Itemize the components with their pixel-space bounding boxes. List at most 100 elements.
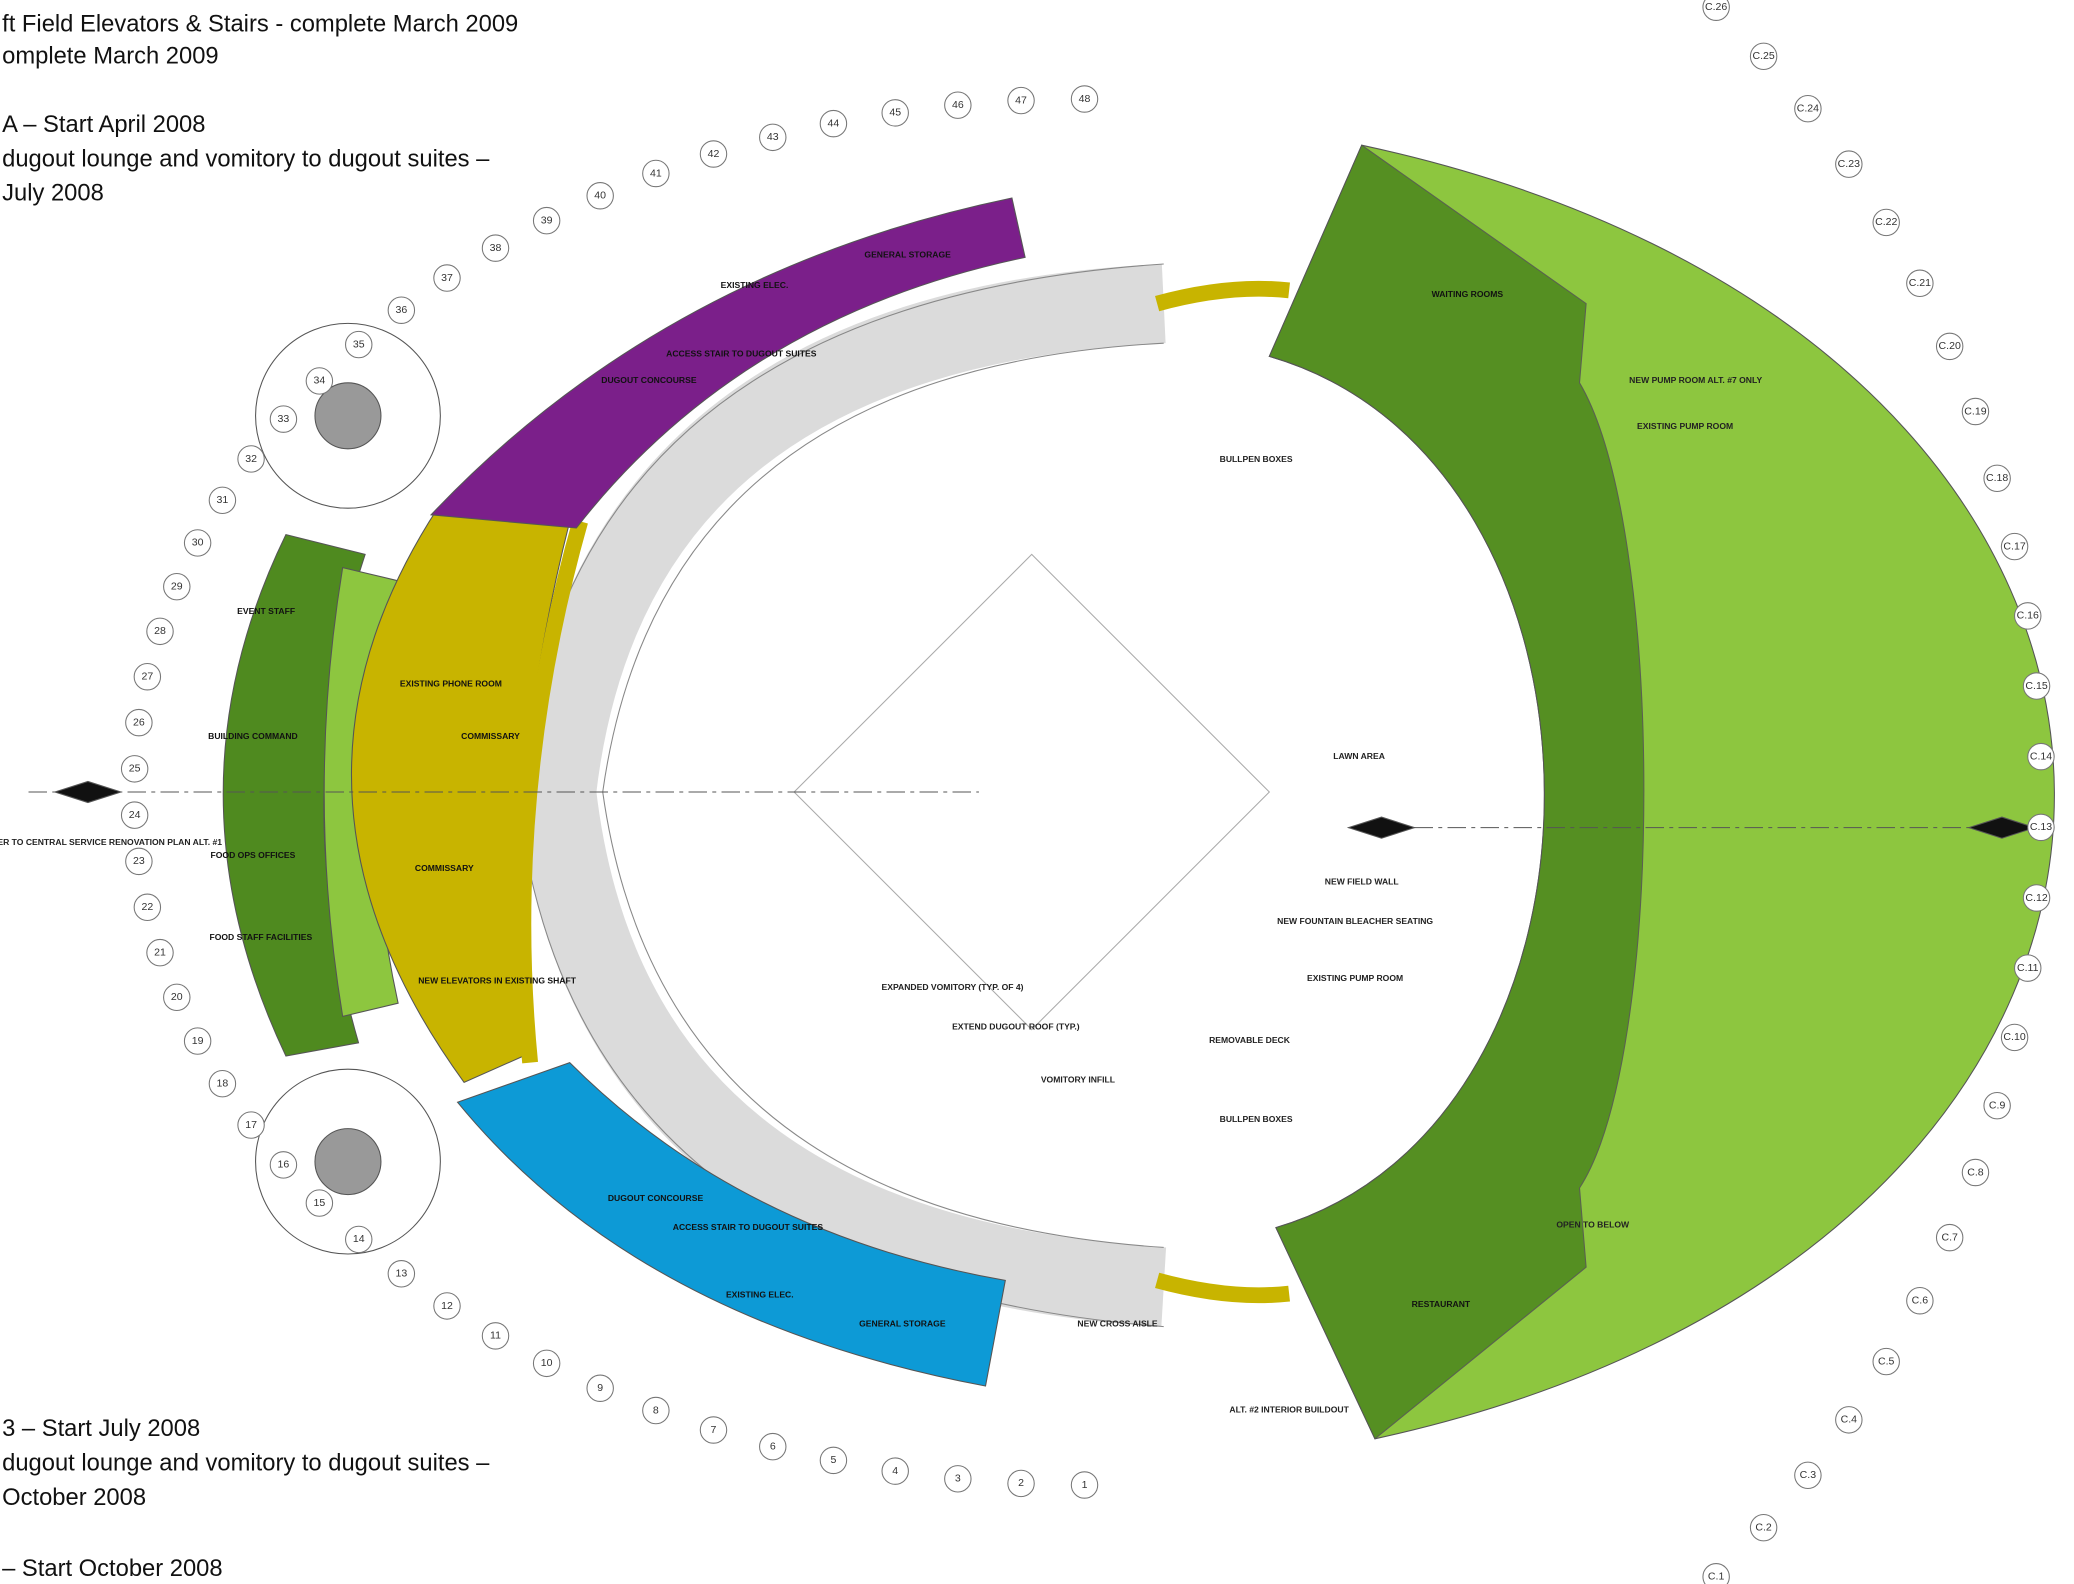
grid-bubble bbox=[2022, 884, 2051, 912]
grid-bubble bbox=[1872, 1347, 1900, 1376]
grid-bubble-label: C.7 bbox=[1941, 1231, 1958, 1243]
grid-bubble-label: 2 bbox=[1018, 1477, 1024, 1489]
room-label: FOOD OPS OFFICES bbox=[210, 850, 295, 860]
grid-bubble-label: 8 bbox=[653, 1404, 659, 1416]
grid-bubble bbox=[532, 1349, 561, 1378]
grid-bubble bbox=[642, 159, 670, 188]
grid-bubble-label: 38 bbox=[490, 242, 502, 254]
grid-bubble-label: C.10 bbox=[2003, 1031, 2025, 1043]
grid-bubble bbox=[1961, 397, 1990, 426]
callout: BULLPEN BOXES bbox=[1220, 1114, 1293, 1124]
grid-bubble bbox=[269, 1151, 298, 1179]
grid-bubble bbox=[759, 123, 787, 152]
notes: ft Field Elevators & Stairs - complete M… bbox=[2, 11, 518, 1582]
callout: OPEN TO BELOW bbox=[1556, 1220, 1630, 1230]
room-label: EVENT STAFF bbox=[237, 606, 295, 616]
grid-bubble-label: 11 bbox=[490, 1330, 501, 1342]
grid-bubble-label: C.9 bbox=[1989, 1099, 2006, 1111]
grid-bubble bbox=[163, 572, 191, 601]
stair-core bbox=[314, 1128, 382, 1196]
grid-bubble-label: 17 bbox=[245, 1119, 257, 1131]
grid-bubble-label: C.1 bbox=[1708, 1571, 1725, 1583]
room-label: ACCESS STAIR TO DUGOUT SUITES bbox=[666, 348, 817, 358]
grid-bubble bbox=[305, 1189, 334, 1217]
grid-bubble bbox=[433, 264, 461, 292]
grid-bubble-label: 14 bbox=[353, 1233, 365, 1245]
room-label: GENERAL STORAGE bbox=[859, 1319, 946, 1329]
callout: NEW FIELD WALL bbox=[1325, 876, 1399, 886]
grid-bubble-label: 44 bbox=[828, 117, 840, 129]
grid-bubble bbox=[125, 708, 153, 737]
grid-bubble bbox=[1835, 1406, 1863, 1434]
grid-bubble-label: 5 bbox=[830, 1454, 836, 1466]
grid-bubble-label: C.20 bbox=[1939, 340, 1961, 352]
stair-core bbox=[314, 382, 382, 450]
grid-bubble-label: C.4 bbox=[1841, 1414, 1858, 1426]
grid-bubble-label: 48 bbox=[1079, 93, 1091, 105]
grid-bubble-label: C.21 bbox=[1909, 277, 1931, 289]
grid-bubble bbox=[881, 99, 909, 127]
grid-bubble bbox=[1872, 208, 1900, 237]
section-marker bbox=[1346, 816, 1417, 839]
note: A – Start April 2008 bbox=[2, 111, 205, 138]
grid-bubble-label: C.25 bbox=[1752, 50, 1774, 62]
grid-bubble bbox=[1935, 1223, 1964, 1252]
room-label: ACCESS STAIR TO DUGOUT SUITES bbox=[673, 1222, 824, 1232]
grid-bubble bbox=[1961, 1158, 1990, 1187]
grid-bubble bbox=[819, 109, 848, 138]
grid-bubble bbox=[387, 1260, 416, 1288]
grid-bubble-label: C.12 bbox=[2025, 892, 2047, 904]
grid-bubble-label: C.13 bbox=[2030, 821, 2052, 833]
grid-bubble bbox=[1749, 1513, 1778, 1542]
grid-bubble-label: 22 bbox=[141, 901, 153, 913]
grid-bubble bbox=[133, 663, 162, 691]
grid-bubble bbox=[208, 486, 237, 515]
grid-bubble bbox=[819, 1446, 848, 1475]
grid-bubble bbox=[881, 1457, 909, 1485]
grid-bubble-label: 12 bbox=[441, 1300, 453, 1312]
room-label: COMMISSARY bbox=[415, 863, 474, 873]
grid-bubble bbox=[2014, 954, 2042, 982]
note: dugout lounge and vomitory to dugout sui… bbox=[2, 145, 490, 172]
grid-bubble bbox=[1935, 332, 1964, 361]
grid-bubble-label: 46 bbox=[952, 99, 964, 111]
grid-bubble-label: 20 bbox=[171, 991, 183, 1003]
grid-bubble-label: C.14 bbox=[2030, 750, 2052, 762]
grid-bubble bbox=[532, 206, 561, 235]
grid-bubble bbox=[642, 1396, 670, 1425]
room-label: DUGOUT CONCOURSE bbox=[608, 1193, 704, 1203]
grid-bubble-label: 43 bbox=[767, 131, 779, 143]
grid-bubble-label: 36 bbox=[395, 304, 407, 316]
grid-bubble-label: 31 bbox=[217, 494, 229, 506]
room-labels: DUGOUT CONCOURSE ACCESS STAIR TO DUGOUT … bbox=[208, 249, 1503, 1328]
grid-bubble-label: C.22 bbox=[1875, 216, 1897, 228]
room-label: BUILDING COMMAND bbox=[208, 731, 298, 741]
grid-bubble-label: 29 bbox=[171, 580, 183, 592]
grid-bubble-label: 40 bbox=[594, 190, 606, 202]
grid-bubble-label: 30 bbox=[192, 537, 204, 549]
callout: NEW FOUNTAIN BLEACHER SEATING bbox=[1277, 916, 1433, 926]
grid-bubble bbox=[1794, 94, 1822, 123]
grid-bubble-label: 39 bbox=[541, 214, 553, 226]
grid-bubble-label: 21 bbox=[154, 946, 166, 958]
grid-bubble bbox=[699, 140, 728, 168]
grid-bubble bbox=[1070, 1471, 1099, 1499]
grid-bubble bbox=[237, 1111, 265, 1139]
grid-bubble bbox=[133, 893, 162, 921]
room-label: GENERAL STORAGE bbox=[864, 249, 951, 259]
grid-bubble-label: 34 bbox=[314, 375, 326, 387]
callout: ALT. #2 INTERIOR BUILDOUT bbox=[1229, 1404, 1349, 1414]
zone-blue bbox=[456, 1061, 1006, 1387]
grid-bubble bbox=[120, 801, 149, 829]
grid-bubble-label: 37 bbox=[441, 272, 453, 284]
room-label: NEW ELEVATORS IN EXISTING SHAFT bbox=[418, 975, 577, 985]
grid-bubble bbox=[1983, 464, 2011, 493]
grid-bubble bbox=[1835, 150, 1863, 178]
grid-bubble bbox=[2014, 602, 2042, 630]
grid-bubble-label: 26 bbox=[133, 716, 145, 728]
grid-bubble-label: 15 bbox=[314, 1197, 326, 1209]
grid-bubble bbox=[120, 755, 149, 783]
grid-bubble-label: C.18 bbox=[1986, 472, 2008, 484]
callout: EXISTING PUMP ROOM bbox=[1307, 973, 1403, 983]
